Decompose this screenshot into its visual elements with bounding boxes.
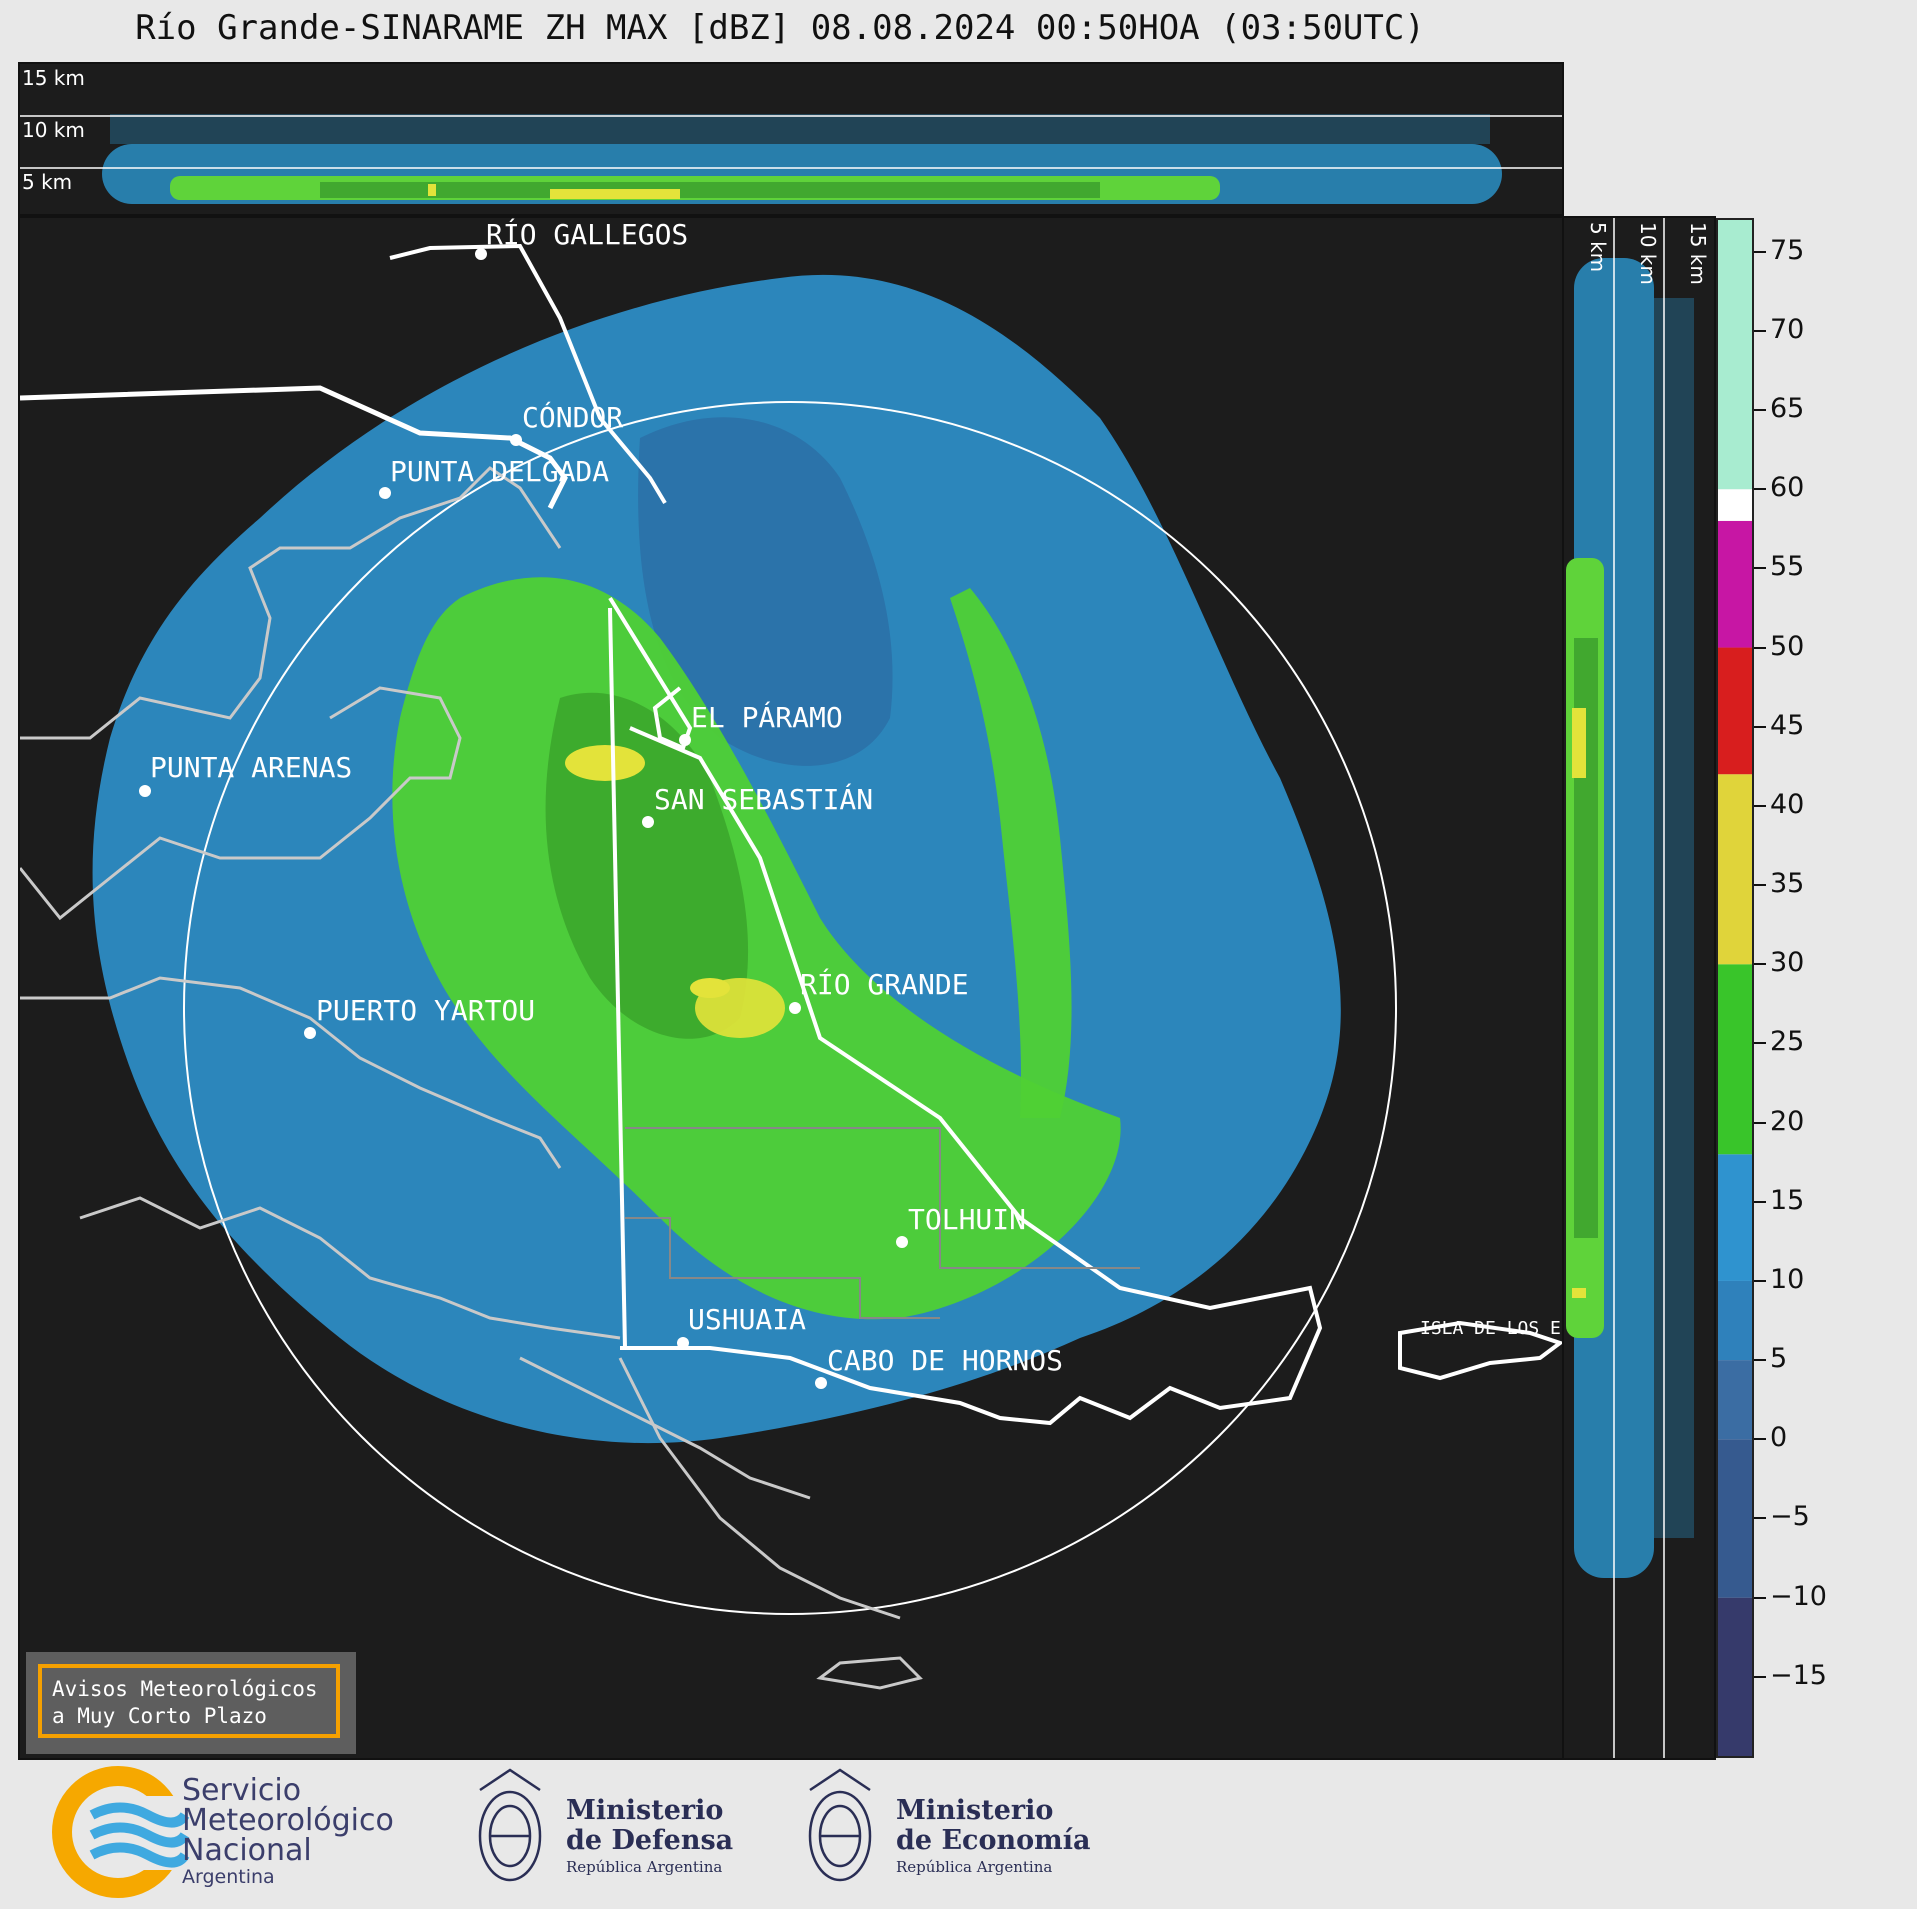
colorbar-band <box>1718 489 1752 521</box>
colorbar-tick-label: 55 <box>1770 551 1805 583</box>
colorbar-tick <box>1754 884 1766 887</box>
colorbar-band <box>1718 1360 1752 1440</box>
colorbar-band <box>1718 1280 1752 1361</box>
defensa-logo-text: Ministerio de Defensa República Argentin… <box>566 1795 734 1877</box>
city-label-punta-delgada: PUNTA DELGADA <box>390 455 610 488</box>
colorbar-tick <box>1754 1359 1766 1362</box>
altitude-label-5km: 5 km <box>22 170 73 194</box>
colorbar-tick-label: 0 <box>1770 1422 1788 1454</box>
colorbar-tick-label: −10 <box>1770 1580 1827 1612</box>
side-altitude-label-10km: 10 km <box>1636 222 1660 285</box>
warning-box[interactable]: Avisos Meteorológicos a Muy Corto Plazo <box>26 1652 356 1754</box>
city-label-san-sebastian: SAN SEBASTIÁN <box>654 783 874 816</box>
economia-seal-icon <box>808 1768 872 1882</box>
city-dot-cabo-de-hornos <box>815 1377 827 1389</box>
colorbar-tick-label: 60 <box>1770 472 1805 504</box>
colorbar-tick <box>1754 804 1766 807</box>
colorbar-band <box>1718 1597 1752 1756</box>
colorbar-band <box>1718 647 1752 775</box>
colorbar-tick-label: 70 <box>1770 313 1805 345</box>
colorbar-tick-label: 50 <box>1770 630 1805 662</box>
city-label-ushuaia: USHUAIA <box>688 1303 807 1336</box>
city-label-condor: CÓNDOR <box>522 401 624 434</box>
colorbar-tick <box>1754 1438 1766 1441</box>
colorbar-tick-label: 35 <box>1770 868 1805 900</box>
colorbar-tick-label: 45 <box>1770 709 1805 741</box>
side-altitude-label-5km: 5 km <box>1586 222 1610 273</box>
colorbar-band <box>1718 520 1752 648</box>
colorbar-tick <box>1754 1121 1766 1124</box>
side-cross-section: 5 km 10 km 15 km <box>1564 216 1716 1760</box>
colorbar-tick <box>1754 1596 1766 1599</box>
city-dot-punta-arenas <box>139 785 151 797</box>
colorbar-tick-label: 20 <box>1770 1105 1805 1137</box>
side-altitude-label-15km: 15 km <box>1686 222 1710 285</box>
city-dot-puerto-yartou <box>304 1027 316 1039</box>
colorbar-tick <box>1754 725 1766 728</box>
colorbar-band <box>1718 1154 1752 1281</box>
city-dot-tolhuin <box>896 1236 908 1248</box>
city-label-puerto-yartou: PUERTO YARTOU <box>316 994 536 1027</box>
warning-line-1: Avisos Meteorológicos <box>52 1677 318 1701</box>
city-dot-san-sebastian <box>642 816 654 828</box>
colorbar-tick <box>1754 488 1766 491</box>
defensa-seal-icon <box>478 1768 542 1882</box>
city-label-el-paramo: EL PÁRAMO <box>691 701 843 734</box>
colorbar-tick-label: 25 <box>1770 1026 1805 1058</box>
city-label-tolhuin: TOLHUIN <box>908 1203 1027 1236</box>
colorbar-tick <box>1754 1042 1766 1045</box>
city-label-rio-grande: RÍO GRANDE <box>800 968 969 1001</box>
city-dot-rio-grande <box>789 1002 801 1014</box>
warning-box-border: Avisos Meteorológicos a Muy Corto Plazo <box>38 1664 340 1738</box>
colorbar-tick <box>1754 1675 1766 1678</box>
colorbar-tick <box>1754 1279 1766 1282</box>
colorbar-tick <box>1754 329 1766 332</box>
colorbar-tick-label: 75 <box>1770 234 1805 266</box>
reflectivity-colorbar <box>1716 218 1754 1758</box>
smn-logo-icon <box>52 1766 190 1898</box>
city-label-punta-arenas: PUNTA ARENAS <box>150 751 353 784</box>
city-dot-ushuaia <box>677 1337 689 1349</box>
city-dot-punta-delgada <box>379 487 391 499</box>
colorbar-tick-label: 40 <box>1770 788 1805 820</box>
colorbar-tick <box>1754 567 1766 570</box>
colorbar-tick-label: 30 <box>1770 947 1805 979</box>
colorbar-band <box>1718 1439 1752 1598</box>
colorbar-tick <box>1754 963 1766 966</box>
altitude-label-10km: 10 km <box>22 118 85 142</box>
altitude-label-15km: 15 km <box>22 66 85 90</box>
top-cross-section: 15 km 10 km 5 km <box>18 62 1564 216</box>
colorbar-tick <box>1754 1200 1766 1203</box>
colorbar-tick <box>1754 409 1766 412</box>
colorbar-band <box>1718 220 1752 490</box>
economia-logo-text: Ministerio de Economía República Argenti… <box>896 1795 1091 1877</box>
colorbar-tick-label: −5 <box>1770 1501 1810 1533</box>
colorbar-tick <box>1754 1517 1766 1520</box>
city-dot-rio-gallegos <box>475 248 487 260</box>
colorbar-tick-label: 65 <box>1770 393 1805 425</box>
colorbar-tick <box>1754 646 1766 649</box>
city-label-rio-gallegos: RÍO GALLEGOS <box>486 218 689 251</box>
city-dot-condor <box>510 434 522 446</box>
colorbar-band <box>1718 774 1752 965</box>
city-label-isla-de-los-estados: ISLA DE LOS ESTADOS <box>1420 1318 1562 1339</box>
radar-map: RÍO GALLEGOS CÓNDOR PUNTA DELGADA EL PÁR… <box>18 216 1564 1760</box>
smn-logo-text: Servicio Meteorológico Nacional Argentin… <box>182 1773 394 1889</box>
colorbar-tick-label: −15 <box>1770 1659 1827 1691</box>
city-label-cabo-de-hornos: CABO DE HORNOS <box>827 1344 1064 1377</box>
warning-line-2: a Muy Corto Plazo <box>52 1704 267 1728</box>
colorbar-band <box>1718 964 1752 1155</box>
colorbar-tick-label: 10 <box>1770 1263 1805 1295</box>
colorbar-tick-label: 15 <box>1770 1184 1805 1216</box>
city-dot-el-paramo <box>679 734 691 746</box>
colorbar-tick-label: 5 <box>1770 1343 1788 1375</box>
colorbar-tick <box>1754 250 1766 253</box>
page-title: Río Grande-SINARAME ZH MAX [dBZ] 08.08.2… <box>135 8 1425 48</box>
